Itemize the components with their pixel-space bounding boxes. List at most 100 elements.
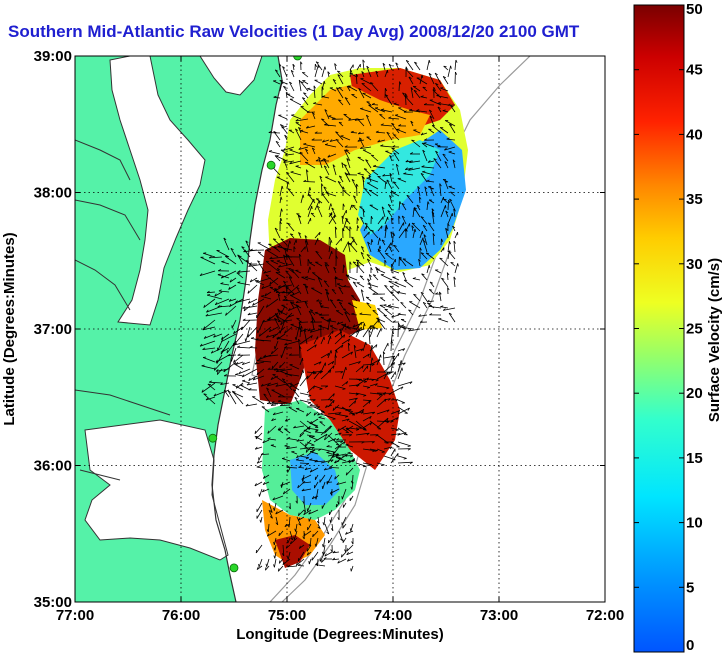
- vector-head: [396, 417, 399, 421]
- vector-head: [380, 144, 384, 147]
- vector-head: [409, 381, 413, 385]
- vector-head: [289, 161, 293, 165]
- vector-head: [221, 349, 224, 353]
- vector-head: [424, 186, 428, 190]
- velocity-vector: [279, 63, 281, 71]
- vector-head: [296, 317, 300, 320]
- velocity-vector: [312, 112, 316, 120]
- velocity-vector: [299, 325, 302, 338]
- vector-head: [280, 238, 284, 241]
- velocity-vector: [327, 330, 334, 338]
- velocity-vector: [334, 441, 346, 450]
- vector-head: [337, 74, 341, 77]
- velocity-vector: [345, 217, 351, 225]
- velocity-vector: [370, 82, 379, 92]
- vector-head: [306, 125, 309, 129]
- velocity-vector: [338, 301, 344, 309]
- velocity-vector: [419, 74, 423, 85]
- velocity-vector: [296, 287, 302, 295]
- vector-head: [333, 400, 335, 404]
- velocity-vector: [366, 136, 372, 141]
- vector-head: [213, 334, 216, 338]
- velocity-vector: [365, 159, 372, 169]
- velocity-vector: [328, 214, 336, 225]
- vector-head: [370, 229, 375, 232]
- vector-head: [389, 172, 393, 176]
- velocity-vector: [284, 445, 291, 448]
- velocity-vector: [366, 182, 379, 190]
- velocity-vector: [376, 448, 385, 453]
- vector-head: [367, 282, 371, 285]
- vector-head: [342, 388, 346, 390]
- velocity-vector: [283, 146, 295, 151]
- vector-head: [356, 384, 360, 387]
- vector-head: [406, 194, 410, 197]
- velocity-vector: [337, 425, 347, 432]
- velocity-vector: [347, 242, 351, 253]
- vector-head: [277, 267, 281, 271]
- velocity-vector: [319, 421, 326, 427]
- vector-head: [313, 412, 316, 416]
- x-tick-label: 75:00: [268, 607, 306, 624]
- velocity-vector: [338, 99, 344, 106]
- velocity-vector: [402, 258, 414, 267]
- velocity-vector: [348, 411, 364, 415]
- velocity-vector: [254, 361, 265, 365]
- vector-head: [364, 188, 368, 190]
- vector-head: [385, 94, 389, 97]
- velocity-vector: [314, 474, 319, 480]
- velocity-vector: [422, 302, 428, 309]
- vector-head: [340, 538, 343, 542]
- velocity-vector: [398, 222, 405, 232]
- velocity-vector: [341, 516, 347, 526]
- vector-head: [349, 528, 352, 532]
- vector-head: [423, 240, 426, 243]
- vector-head: [237, 270, 241, 273]
- velocity-vector: [319, 551, 326, 562]
- vector-head: [346, 158, 350, 161]
- velocity-vector: [260, 516, 263, 523]
- velocity-vector: [391, 233, 394, 246]
- vector-head: [347, 459, 351, 463]
- vector-head: [275, 290, 279, 293]
- vector-head: [296, 286, 300, 290]
- vector-head: [254, 483, 257, 487]
- velocity-vector: [306, 448, 316, 451]
- velocity-vector: [370, 229, 379, 239]
- vector-head: [379, 237, 381, 241]
- velocity-vector: [302, 72, 309, 78]
- vector-head: [356, 429, 360, 431]
- velocity-vector: [442, 76, 449, 85]
- velocity-vector: [289, 294, 302, 302]
- vector-head: [449, 198, 453, 202]
- velocity-vector: [388, 117, 400, 120]
- vector-head: [349, 434, 352, 437]
- vector-head: [319, 175, 323, 179]
- vector-head: [229, 279, 232, 283]
- velocity-vector: [435, 150, 442, 162]
- velocity-vector: [348, 361, 361, 366]
- vector-head: [331, 455, 334, 459]
- colorbar-tick-label: 10: [686, 515, 703, 532]
- velocity-vector: [261, 295, 272, 300]
- vector-head: [283, 85, 287, 88]
- velocity-vector: [280, 305, 286, 314]
- vector-head: [386, 421, 390, 424]
- vector-head: [313, 102, 317, 104]
- velocity-vector: [448, 251, 456, 260]
- velocity-vector: [405, 68, 414, 78]
- vector-head: [312, 147, 315, 151]
- velocity-vector: [217, 305, 230, 308]
- vector-head: [336, 456, 340, 458]
- vector-head: [343, 164, 347, 167]
- vector-head: [303, 329, 307, 332]
- colorbar-tick-label: 15: [686, 450, 703, 467]
- velocity-vector: [406, 194, 414, 204]
- velocity-vector: [358, 137, 365, 148]
- vector-head: [225, 312, 227, 316]
- velocity-vector: [444, 180, 449, 190]
- velocity-vector: [331, 289, 337, 295]
- velocity-vector: [308, 262, 316, 267]
- velocity-vector: [314, 79, 323, 85]
